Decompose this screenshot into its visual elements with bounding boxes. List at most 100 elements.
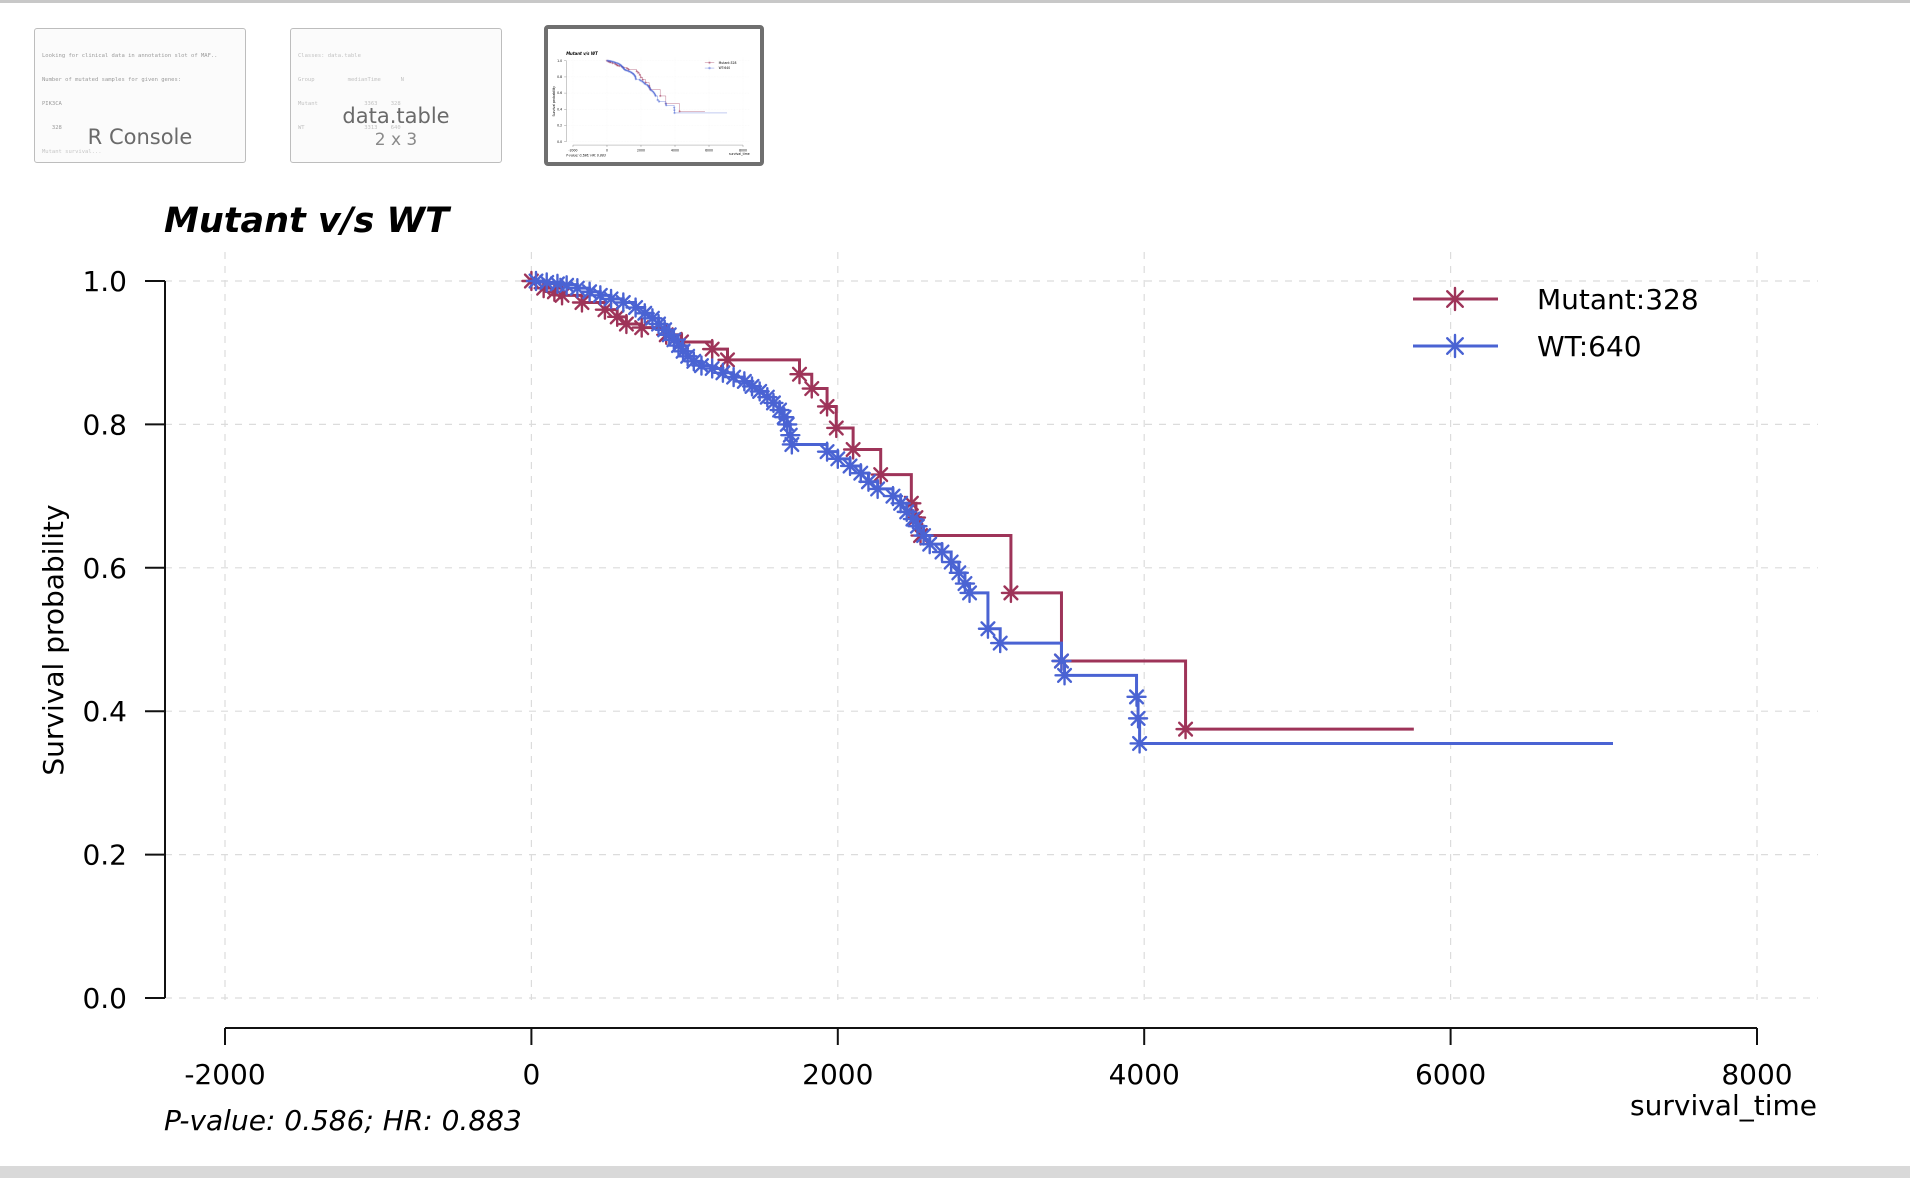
- censor-mark: [801, 378, 822, 399]
- censor-mark: [940, 551, 962, 573]
- censor-mark: [665, 104, 668, 107]
- censor-mark: [616, 64, 619, 67]
- censor-mark: [556, 275, 577, 296]
- legend: Mutant:328 WT:640: [1413, 283, 1699, 363]
- grid: [566, 57, 750, 142]
- y-tick-label: 0.8: [82, 408, 127, 441]
- censor-mark: [634, 303, 655, 324]
- censor-mark: [959, 582, 980, 604]
- series-wt: [606, 59, 728, 115]
- y-axis-label: Survival probability: [37, 504, 70, 775]
- y-tick-label: 0.4: [82, 695, 127, 728]
- legend-marker: [708, 66, 711, 70]
- legend-marker: [1442, 333, 1468, 359]
- thumbnail-caption: data.table: [342, 104, 450, 128]
- console-preview-line: Mutant survival...: [42, 149, 102, 155]
- y-tick-label: 0.2: [82, 839, 127, 872]
- legend-item: Mutant:328: [1413, 283, 1699, 316]
- censor-mark: [639, 76, 642, 79]
- legend-label: WT:640: [719, 66, 731, 70]
- censor-mark: [717, 349, 738, 371]
- table-preview-line: Group medianTime N: [298, 77, 404, 83]
- x-tick-label: 4000: [671, 148, 679, 152]
- censor-mark: [1127, 708, 1149, 729]
- x-tick-label: 6000: [705, 148, 713, 152]
- censor-mark: [635, 70, 638, 73]
- censor-mark: [678, 110, 681, 113]
- censor-mark: [826, 417, 847, 439]
- censor-mark: [673, 108, 676, 112]
- x-axis: [572, 144, 744, 147]
- censor-mark: [600, 288, 622, 310]
- x-tick-label: 6000: [1415, 1058, 1486, 1091]
- x-tick-label: 0: [522, 1058, 540, 1091]
- x-tick-label: 8000: [1721, 1058, 1792, 1091]
- censor-mark: [827, 448, 848, 470]
- censor-mark: [1054, 665, 1075, 686]
- censor-mark: [657, 100, 661, 103]
- console-preview-line: Number of mutated samples for given gene…: [42, 77, 182, 83]
- x-tick-label: 2000: [802, 1058, 873, 1091]
- censor-mark: [642, 81, 645, 84]
- censor-mark: [989, 632, 1011, 654]
- censor-mark: [609, 60, 613, 63]
- censor-mark: [867, 478, 888, 500]
- censor-mark: [625, 67, 629, 70]
- censor-mark: [673, 106, 676, 109]
- legend-marker: [708, 61, 711, 65]
- censor-mark: [638, 73, 641, 77]
- console-preview-line: Looking for clinical data in annotation …: [42, 53, 218, 59]
- x-tick-label: 8000: [739, 148, 747, 152]
- censor-mark: [673, 111, 676, 115]
- censor-mark: [781, 434, 803, 455]
- x-tick-label: 4000: [1109, 1058, 1180, 1091]
- x-axis-label: survival_time: [1630, 1089, 1817, 1122]
- x-tick-label: 2000: [637, 148, 645, 152]
- y-tick-label: 0.6: [82, 552, 127, 585]
- legend-item: WT:640: [704, 66, 731, 70]
- censor-mark: [977, 618, 999, 639]
- censor-mark: [1129, 733, 1150, 754]
- legend-marker: [1442, 286, 1468, 312]
- censor-mark: [816, 396, 838, 417]
- censor-mark: [656, 98, 659, 102]
- table-preview-line: Mutant 3363 328: [298, 101, 401, 107]
- thumbnail-data-table[interactable]: Classes: data.table Group medianTime N M…: [290, 28, 502, 163]
- censor-mark: [644, 83, 647, 86]
- p-value-footnote: P-value: 0.586; HR: 0.883: [566, 154, 606, 158]
- censor-mark: [641, 80, 644, 83]
- censor-mark: [616, 313, 637, 335]
- y-tick-label: 0.8: [557, 75, 562, 79]
- censor-mark: [636, 71, 640, 75]
- censor-mark: [567, 277, 588, 299]
- thumbnail-subcaption: 2 x 3: [374, 130, 418, 150]
- thumbnail-plot[interactable]: 0.0 0.2 0.4 0.6 0.8 1.0 -2000 0 2000 4000 6000 8000…: [544, 25, 764, 166]
- console-preview: Looking for clinical data in annotation …: [42, 36, 218, 162]
- thumbnail-r-console[interactable]: Looking for clinical data in annotation …: [34, 28, 246, 163]
- console-preview-line: PIK3CA: [42, 101, 62, 107]
- censor-mark: [536, 272, 557, 293]
- y-tick-label: 0.4: [557, 107, 562, 111]
- grid: [165, 252, 1818, 1000]
- censor-mark: [839, 455, 861, 477]
- legend-item: WT:640: [1413, 330, 1642, 363]
- p-value-footnote: P-value: 0.586; HR: 0.883: [164, 1104, 522, 1137]
- censor-mark: [919, 533, 940, 555]
- y-tick-label: 1.0: [557, 59, 562, 63]
- censor-mark: [1051, 650, 1072, 672]
- censor-mark: [638, 78, 641, 82]
- censor-mark: [652, 91, 655, 94]
- censor-mark: [644, 81, 647, 84]
- x-axis-label: survival_time: [729, 152, 750, 156]
- y-axis: [564, 60, 567, 142]
- x-tick-label: -2000: [568, 148, 577, 152]
- censor-mark: [842, 439, 864, 460]
- y-tick-label: 0.0: [82, 982, 127, 1015]
- censor-mark: [789, 364, 810, 385]
- y-tick-label: 1.0: [82, 265, 127, 298]
- console-preview-line: 328: [42, 125, 62, 131]
- y-axis-label: Survival probability: [552, 86, 556, 117]
- y-tick-label: 0.0: [557, 140, 562, 144]
